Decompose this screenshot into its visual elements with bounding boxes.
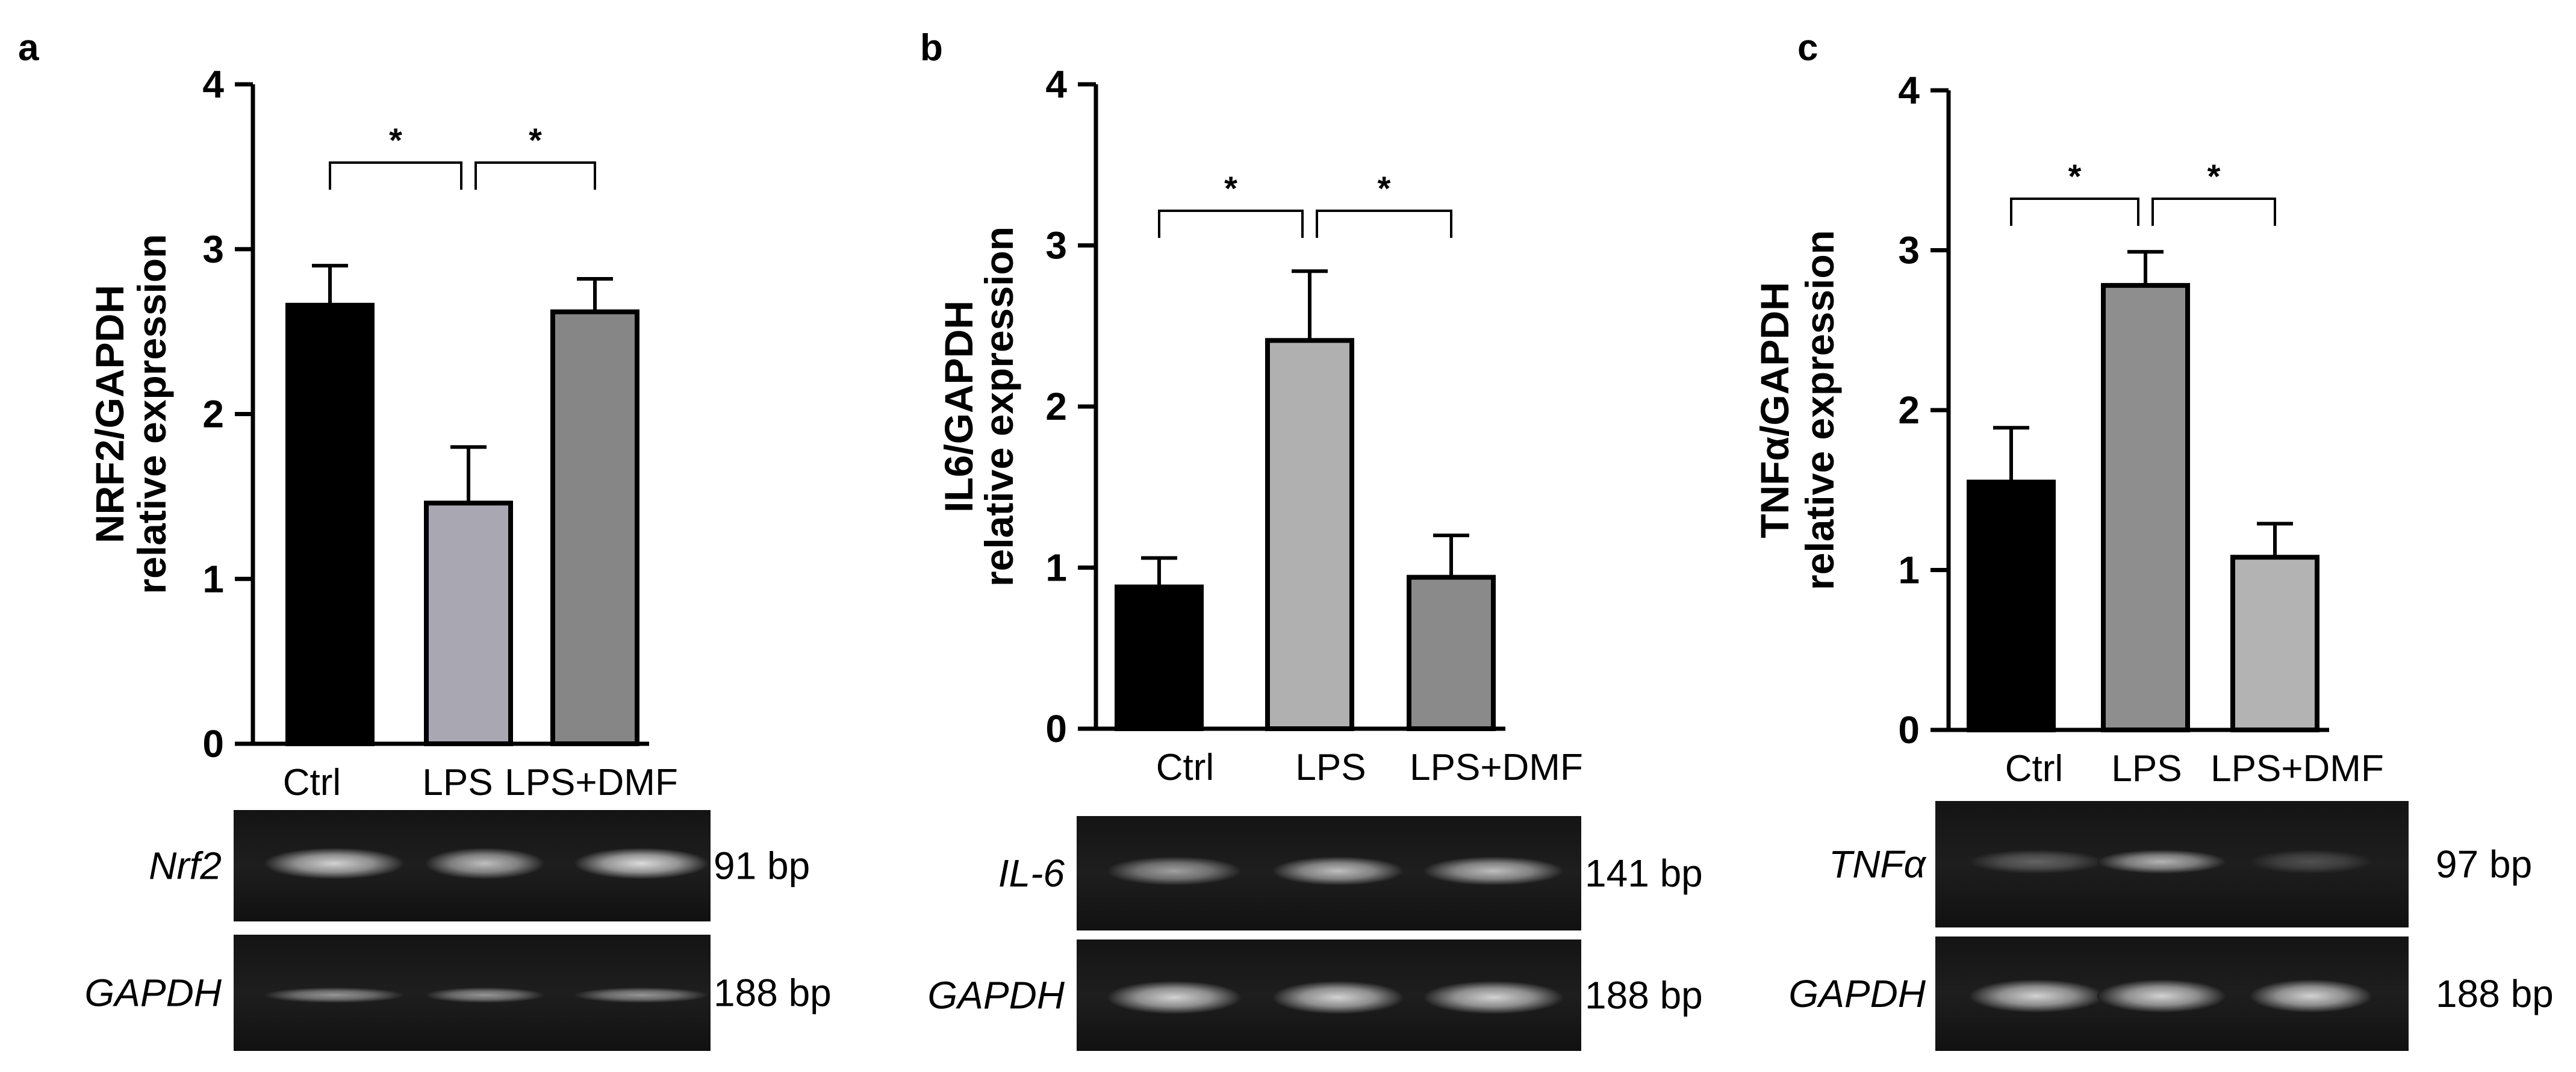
significance-bracket <box>2151 198 2276 226</box>
gel-band <box>2097 849 2227 874</box>
gel-band <box>1968 979 2105 1013</box>
bar-ctrl <box>1967 479 2056 732</box>
y-axis-title: TNFα/GAPDH <box>1752 282 1797 538</box>
y-tick-label: 1 <box>1045 546 1067 590</box>
bar-ctrl <box>1115 584 1204 731</box>
panel-letter: b <box>920 27 943 69</box>
y-axis-title: NRF2/GAPDH <box>87 285 132 543</box>
gel-band <box>1272 856 1404 886</box>
significance-star: * <box>2207 157 2221 195</box>
y-axis-subtitle: relative expression <box>1797 230 1842 590</box>
y-tick-label: 3 <box>202 228 224 271</box>
gel-band <box>573 987 709 1003</box>
gel-band <box>1106 980 1242 1014</box>
gel-band <box>425 847 545 879</box>
gel-label-control: GAPDH <box>84 971 222 1015</box>
x-category-label: LPS+DMF <box>505 762 678 803</box>
gel-band <box>2249 979 2373 1013</box>
bar-lps-dmf <box>550 309 639 746</box>
gel-size-label-control: 188 bp <box>2436 972 2554 1015</box>
y-tick-label: 2 <box>1898 388 1920 432</box>
y-tick-label: 2 <box>202 393 224 436</box>
bar-lps <box>2101 282 2190 733</box>
y-tick-label: 0 <box>202 722 224 765</box>
significance-star: * <box>529 121 542 159</box>
bar-ctrl <box>285 302 375 746</box>
gel-band <box>1272 980 1404 1014</box>
gel-size-label-target: 97 bp <box>2436 843 2532 886</box>
bar-lps-dmf <box>1407 575 1496 731</box>
x-category-label: LPS+DMF <box>2210 748 2384 790</box>
y-tick-label: 1 <box>202 557 224 600</box>
gel-label-control: GAPDH <box>927 974 1065 1017</box>
x-category-label: Ctrl <box>283 762 341 803</box>
panel-letter: c <box>1797 27 1818 69</box>
gel-band <box>1106 856 1242 886</box>
x-category-label: Ctrl <box>1156 747 1214 788</box>
y-axis-subtitle: relative expression <box>129 234 174 594</box>
significance-bracket <box>1316 210 1452 238</box>
gel-size-label-target: 91 bp <box>714 844 810 888</box>
gel-band <box>1422 980 1564 1014</box>
gel-label-target: Nrf2 <box>149 844 222 888</box>
y-tick-label: 3 <box>1898 229 1920 272</box>
y-tick-label: 4 <box>1045 63 1067 106</box>
gel-label-control: GAPDH <box>1788 972 1926 1015</box>
significance-star: * <box>389 121 402 159</box>
x-category-label: LPS <box>2111 748 2182 790</box>
gel-band <box>263 847 405 879</box>
gel-band <box>573 847 709 879</box>
panel-c: c 0 1 2 3 4 TNFα/GAPDH relative expression Ctrl L… <box>1752 27 2554 1051</box>
gel-band <box>1422 856 1564 886</box>
y-tick-label: 2 <box>1045 385 1067 428</box>
panel-letter: a <box>18 27 39 69</box>
bar-lps <box>1265 338 1354 731</box>
y-tick-label: 1 <box>1898 549 1920 592</box>
gel-band <box>2097 979 2227 1013</box>
x-category-label: LPS+DMF <box>1410 747 1583 788</box>
gel-label-target: IL-6 <box>998 852 1065 895</box>
gel-size-label-target: 141 bp <box>1585 852 1703 895</box>
y-tick-label: 4 <box>1898 69 1920 112</box>
gel-band <box>263 987 405 1003</box>
x-category-label: Ctrl <box>2005 748 2063 790</box>
gel-band <box>425 987 545 1003</box>
significance-bracket <box>1158 210 1304 238</box>
gel-label-target: TNFα <box>1829 843 1926 886</box>
gel-band <box>2249 849 2373 874</box>
significance-bracket <box>474 161 596 190</box>
significance-bracket <box>2010 198 2139 226</box>
x-category-label: LPS <box>1295 747 1366 788</box>
significance-bracket <box>329 161 462 190</box>
y-tick-label: 0 <box>1045 707 1067 750</box>
bar-lps <box>424 500 513 746</box>
significance-star: * <box>2068 157 2082 195</box>
gel-size-label-control: 188 bp <box>714 971 832 1015</box>
bar-lps-dmf <box>2230 555 2319 732</box>
y-axis-title: IL6/GAPDH <box>936 301 981 513</box>
significance-star: * <box>1378 169 1391 207</box>
y-tick-label: 4 <box>202 63 224 106</box>
y-tick-label: 3 <box>1045 224 1067 267</box>
y-tick-label: 0 <box>1898 708 1920 752</box>
significance-star: * <box>1224 169 1237 207</box>
y-axis-subtitle: relative expression <box>977 226 1021 587</box>
gel-band <box>1968 849 2105 874</box>
x-category-label: LPS <box>422 762 493 803</box>
gel-size-label-control: 188 bp <box>1585 974 1703 1017</box>
